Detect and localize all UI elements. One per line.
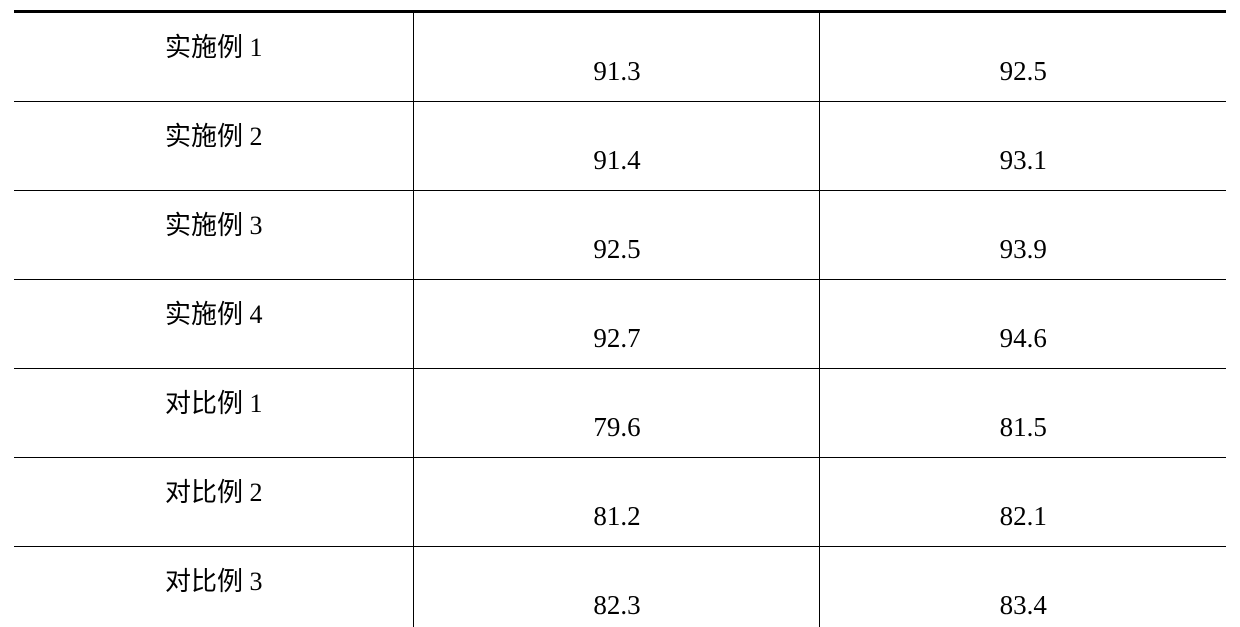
row-label: 实施例 2 (14, 102, 414, 191)
table-row: 对比例 1 79.6 81.5 (14, 369, 1226, 458)
row-value-1: 91.3 (414, 12, 820, 102)
table-row: 对比例 3 82.3 83.4 (14, 547, 1226, 627)
row-value-2: 81.5 (820, 369, 1226, 458)
row-value-1: 82.3 (414, 547, 820, 627)
row-label: 实施例 1 (14, 12, 414, 102)
row-value-1: 91.4 (414, 102, 820, 191)
data-table: 实施例 1 91.3 92.5 实施例 2 91.4 93.1 实施例 3 92… (14, 10, 1226, 627)
row-value-1: 81.2 (414, 458, 820, 547)
row-label: 实施例 3 (14, 191, 414, 280)
row-label: 对比例 2 (14, 458, 414, 547)
row-value-1: 92.7 (414, 280, 820, 369)
row-value-2: 92.5 (820, 12, 1226, 102)
table-row: 实施例 1 91.3 92.5 (14, 12, 1226, 102)
row-value-2: 93.9 (820, 191, 1226, 280)
row-label: 对比例 3 (14, 547, 414, 627)
table-row: 对比例 2 81.2 82.1 (14, 458, 1226, 547)
row-value-1: 79.6 (414, 369, 820, 458)
row-value-2: 82.1 (820, 458, 1226, 547)
row-value-2: 83.4 (820, 547, 1226, 627)
row-value-2: 94.6 (820, 280, 1226, 369)
row-value-2: 93.1 (820, 102, 1226, 191)
row-label: 对比例 1 (14, 369, 414, 458)
table-row: 实施例 2 91.4 93.1 (14, 102, 1226, 191)
table-row: 实施例 3 92.5 93.9 (14, 191, 1226, 280)
row-label: 实施例 4 (14, 280, 414, 369)
row-value-1: 92.5 (414, 191, 820, 280)
table-row: 实施例 4 92.7 94.6 (14, 280, 1226, 369)
